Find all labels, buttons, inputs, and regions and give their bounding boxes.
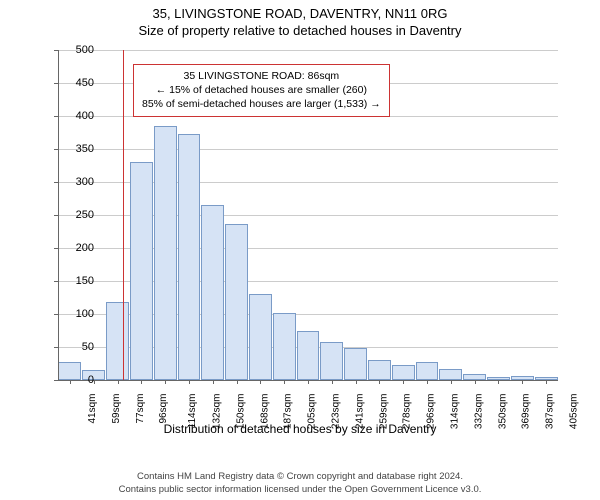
y-tick-label: 0 bbox=[54, 374, 94, 386]
x-axis-title: Distribution of detached houses by size … bbox=[0, 422, 600, 436]
y-tick-mark bbox=[54, 380, 58, 381]
y-tick-label: 100 bbox=[54, 308, 94, 320]
callout-line: 35 LIVINGSTONE ROAD: 86sqm bbox=[142, 69, 381, 83]
x-tick-mark bbox=[118, 380, 119, 384]
y-tick-mark bbox=[54, 215, 58, 216]
x-tick-mark bbox=[260, 380, 261, 384]
page-subtitle: Size of property relative to detached ho… bbox=[0, 21, 600, 38]
x-tick-mark bbox=[213, 380, 214, 384]
y-tick-label: 200 bbox=[54, 242, 94, 254]
y-tick-label: 400 bbox=[54, 110, 94, 122]
x-tick-mark bbox=[403, 380, 404, 384]
y-tick-mark bbox=[54, 50, 58, 51]
histogram-bar bbox=[225, 224, 248, 380]
x-tick-mark bbox=[237, 380, 238, 384]
chart-container: Number of detached properties 35 LIVINGS… bbox=[0, 42, 600, 442]
y-tick-mark bbox=[54, 83, 58, 84]
histogram-bar bbox=[178, 134, 201, 380]
y-tick-label: 50 bbox=[54, 341, 94, 353]
x-tick-mark bbox=[522, 380, 523, 384]
callout-box: 35 LIVINGSTONE ROAD: 86sqm← 15% of detac… bbox=[133, 64, 390, 117]
histogram-bar bbox=[439, 369, 462, 380]
x-tick-mark bbox=[308, 380, 309, 384]
gridline bbox=[58, 50, 558, 51]
y-tick-mark bbox=[54, 182, 58, 183]
x-tick-label: 96sqm bbox=[158, 394, 169, 424]
x-tick-mark bbox=[498, 380, 499, 384]
histogram-bar bbox=[106, 302, 129, 380]
footer-line-2: Contains public sector information licen… bbox=[0, 484, 600, 496]
histogram-bar bbox=[368, 360, 391, 380]
histogram-bar bbox=[416, 362, 439, 380]
x-tick-label: 41sqm bbox=[87, 394, 98, 424]
x-tick-mark bbox=[475, 380, 476, 384]
x-tick-mark bbox=[94, 380, 95, 384]
histogram-bar bbox=[392, 365, 415, 380]
y-tick-label: 150 bbox=[54, 275, 94, 287]
y-tick-mark bbox=[54, 314, 58, 315]
x-tick-mark bbox=[451, 380, 452, 384]
x-tick-label: 77sqm bbox=[135, 394, 146, 424]
histogram-bar bbox=[320, 342, 343, 380]
histogram-bar bbox=[154, 126, 177, 380]
y-tick-label: 350 bbox=[54, 143, 94, 155]
histogram-bar bbox=[130, 162, 153, 380]
callout-line: 85% of semi-detached houses are larger (… bbox=[142, 97, 381, 111]
histogram-bar bbox=[249, 294, 272, 380]
x-tick-mark bbox=[546, 380, 547, 384]
y-tick-label: 450 bbox=[54, 77, 94, 89]
histogram-bar bbox=[273, 313, 296, 380]
callout-line: ← 15% of detached houses are smaller (26… bbox=[142, 83, 381, 97]
y-tick-mark bbox=[54, 116, 58, 117]
footer-line-1: Contains HM Land Registry data © Crown c… bbox=[0, 471, 600, 483]
x-tick-mark bbox=[141, 380, 142, 384]
y-tick-mark bbox=[54, 347, 58, 348]
y-tick-label: 250 bbox=[54, 209, 94, 221]
y-tick-mark bbox=[54, 248, 58, 249]
x-tick-mark bbox=[189, 380, 190, 384]
reference-line bbox=[123, 50, 124, 380]
x-tick-mark bbox=[332, 380, 333, 384]
x-tick-mark bbox=[165, 380, 166, 384]
x-tick-mark bbox=[70, 380, 71, 384]
y-tick-mark bbox=[54, 281, 58, 282]
x-tick-mark bbox=[427, 380, 428, 384]
plot-area: 35 LIVINGSTONE ROAD: 86sqm← 15% of detac… bbox=[58, 50, 558, 380]
gridline bbox=[58, 149, 558, 150]
footer-attribution: Contains HM Land Registry data © Crown c… bbox=[0, 471, 600, 496]
y-tick-label: 500 bbox=[54, 44, 94, 56]
histogram-bar bbox=[297, 331, 320, 381]
histogram-bar bbox=[344, 348, 367, 380]
x-tick-label: 59sqm bbox=[111, 394, 122, 424]
x-tick-mark bbox=[379, 380, 380, 384]
x-tick-mark bbox=[284, 380, 285, 384]
y-tick-label: 300 bbox=[54, 176, 94, 188]
y-tick-mark bbox=[54, 149, 58, 150]
x-tick-mark bbox=[356, 380, 357, 384]
page-title: 35, LIVINGSTONE ROAD, DAVENTRY, NN11 0RG bbox=[0, 0, 600, 21]
histogram-bar bbox=[201, 205, 224, 380]
